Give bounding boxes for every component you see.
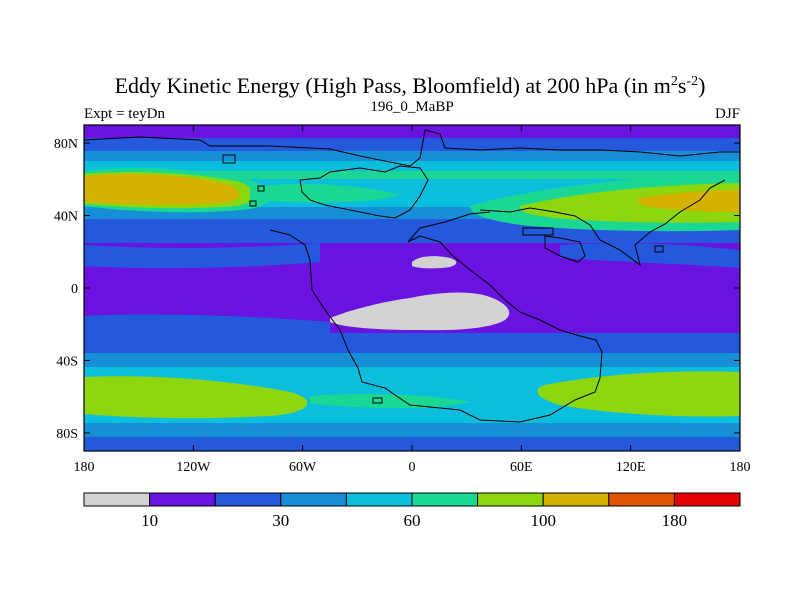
band-north-polar — [84, 125, 740, 138]
band-south-4 — [84, 423, 740, 437]
continent-outline-tethys-rim — [407, 211, 491, 243]
colorbar-label: 30 — [272, 511, 289, 530]
continent-outline-asia — [479, 179, 726, 267]
title-sup-2: -2 — [686, 74, 698, 89]
lon-tick-label: 180 — [74, 460, 95, 475]
band-south-2 — [84, 353, 740, 367]
storm-track-pacific-core — [84, 174, 240, 205]
storm-track-south-mid — [310, 394, 470, 409]
title-mid: s — [678, 73, 687, 98]
colorbar-segment-7 — [542, 492, 610, 507]
storm-track-south-west-core — [84, 380, 278, 412]
storm-track-asia-core — [636, 190, 740, 212]
experiment-label: Expt = teyDn — [84, 106, 165, 122]
continent-outlines — [84, 129, 740, 423]
colorbar-segment-2 — [214, 492, 282, 507]
storm-track-south-east — [537, 371, 740, 417]
low-value-region-small — [412, 256, 457, 269]
patch-tropical-blue-west — [84, 243, 320, 269]
island-outline-6 — [372, 397, 383, 404]
colorbar: 10 30 60 100 180 — [83, 492, 741, 530]
continent-outline-laurentia — [299, 165, 429, 219]
lon-tick-label: 60W — [289, 460, 317, 475]
lat-tick-label: 40S — [56, 354, 78, 369]
band-north-4 — [84, 171, 740, 179]
continent-outline-gondwana — [269, 229, 603, 423]
band-south-5 — [84, 437, 740, 451]
title-main: Eddy Kinetic Energy (High Pass, Bloomfie… — [115, 73, 671, 98]
colorbar-segment-5 — [411, 492, 479, 507]
map-field — [84, 125, 740, 451]
season-label: DJF — [715, 106, 740, 122]
continent-outline-arabia — [544, 235, 586, 263]
band-south-1 — [84, 333, 740, 353]
island-outline-4 — [522, 227, 554, 236]
colorbar-label: 100 — [530, 511, 556, 530]
lon-tick-label: 0 — [409, 460, 416, 475]
colorbar-segment-4 — [345, 492, 413, 507]
lon-tick-label: 60E — [510, 460, 533, 475]
title-sup-1: 2 — [671, 74, 678, 89]
colorbar-segment-8 — [608, 492, 675, 507]
continent-outline-north — [84, 129, 740, 167]
colorbar-segment-1 — [149, 492, 216, 507]
lon-tick-label: 120E — [616, 460, 646, 475]
colorbar-label: 10 — [141, 511, 158, 530]
lat-tick-label: 80S — [56, 427, 78, 442]
low-value-region-main — [330, 292, 510, 331]
band-north-3 — [84, 161, 740, 171]
figure-title: Eddy Kinetic Energy (High Pass, Bloomfie… — [115, 73, 706, 98]
lat-tick-label: 80N — [54, 137, 78, 152]
lon-tick-label: 120W — [176, 460, 211, 475]
patch-tropical-blue-south — [84, 314, 330, 333]
longitude-axis: 180 120W 60W 0 60E 120E 180 — [74, 125, 751, 475]
run-id-label: 196_0_MaBP — [370, 99, 453, 115]
patch-tropical-blue-east — [560, 243, 740, 268]
colorbar-segment-0 — [83, 492, 151, 507]
lat-tick-label: 0 — [71, 282, 78, 297]
colorbar-label: 180 — [662, 511, 688, 530]
colorbar-segment-9 — [673, 492, 741, 507]
island-outline-3 — [249, 200, 257, 207]
latitude-axis: 80N 40N 0 40S 80S — [54, 137, 740, 442]
band-north-1 — [84, 138, 740, 151]
island-outline-2 — [257, 185, 265, 192]
island-outline-1 — [222, 154, 236, 164]
lon-tick-label: 180 — [730, 460, 751, 475]
colorbar-segment-6 — [477, 492, 544, 507]
title-end: ) — [698, 73, 705, 98]
colorbar-label: 60 — [404, 511, 421, 530]
band-north-2 — [84, 151, 740, 161]
colorbar-segment-3 — [280, 492, 347, 507]
lat-tick-label: 40N — [54, 210, 78, 225]
storm-track-atlantic-outer — [250, 183, 400, 203]
island-outline-5 — [654, 245, 664, 253]
